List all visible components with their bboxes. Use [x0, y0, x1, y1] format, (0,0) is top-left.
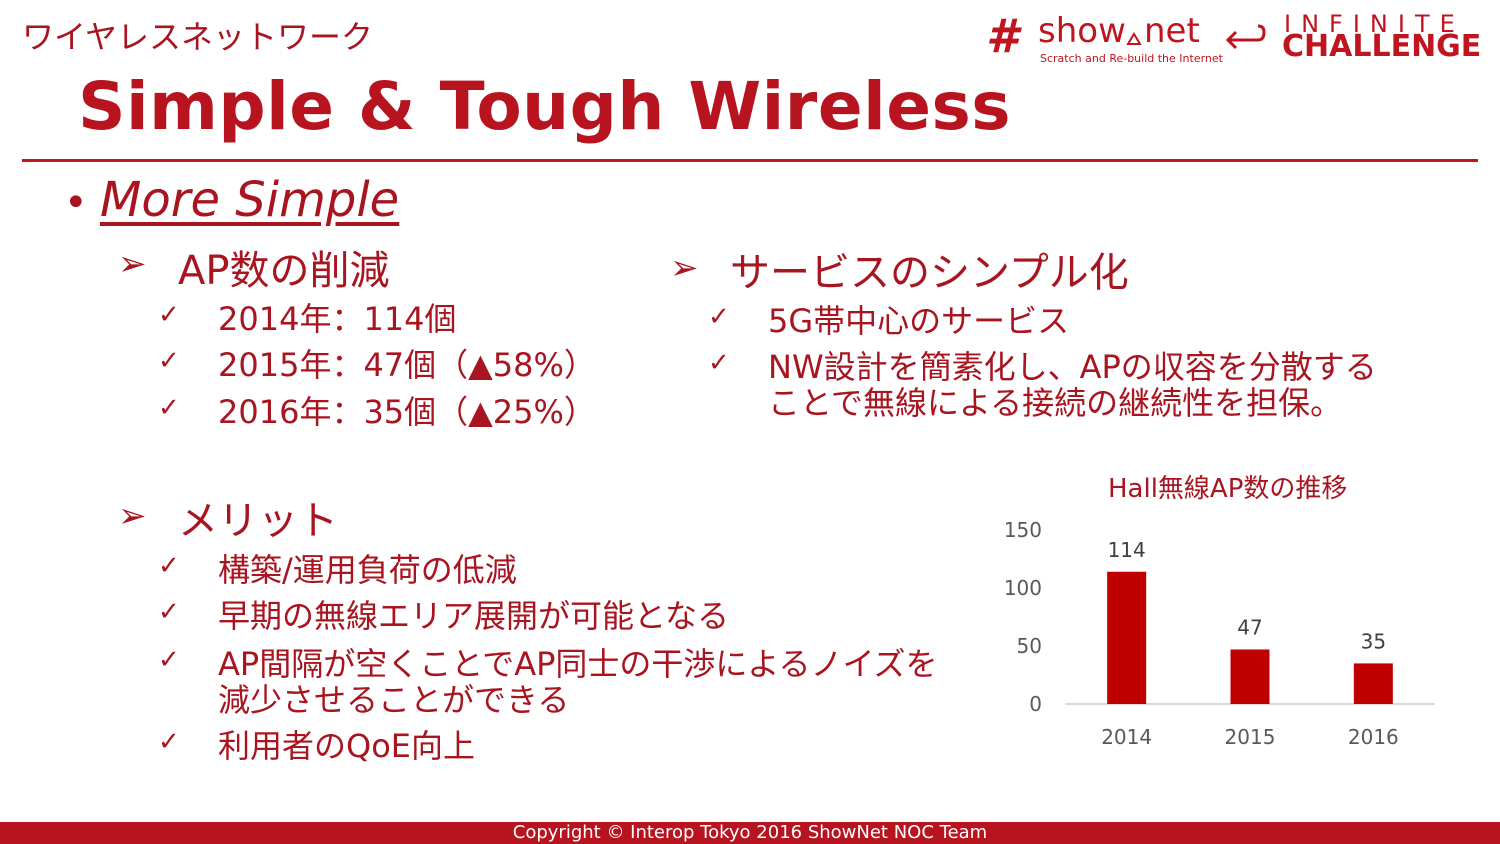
bullet-dot: • [64, 180, 88, 226]
footer-copyright: Copyright © Interop Tokyo 2016 ShowNet N… [512, 822, 988, 843]
merit-item: AP間隔が空くことでAP同士の干渉によるノイズを [218, 645, 938, 683]
bar-2015 [1230, 649, 1270, 704]
check-icon: ✓ [158, 645, 180, 675]
ap-item-2016: 2016年：35個（▲25%） [218, 393, 596, 431]
check-icon: ✓ [158, 393, 180, 423]
y-tick-label: 0 [1029, 692, 1042, 716]
check-icon: ✓ [158, 597, 180, 627]
y-tick-label: 50 [1017, 634, 1042, 658]
logo-brand-right: net [1144, 11, 1200, 51]
return-arrow-icon [1225, 24, 1266, 50]
check-icon: ✓ [708, 348, 730, 378]
y-tick-label: 150 [1004, 518, 1042, 542]
chart-title: Hall無線AP数の推移 [1108, 474, 1348, 504]
arrow-icon: ➢ [118, 496, 147, 536]
data-label-2016: 35 [1361, 629, 1386, 653]
x-tick-label: 2016 [1348, 725, 1399, 749]
x-tick-label: 2014 [1101, 725, 1152, 749]
ap-item-2015: 2015年：47個（▲58%） [218, 346, 596, 384]
arrow-icon: ➢ [670, 248, 699, 288]
merit-heading: メリット [178, 498, 338, 544]
logo-brand-left: show [1038, 11, 1126, 51]
service-item: 5G帯中心のサービス [768, 302, 1070, 340]
service-item: NW設計を簡素化し、APの収容を分散する [768, 348, 1377, 386]
check-icon: ✓ [158, 551, 180, 581]
footer-bar [0, 822, 1500, 844]
data-label-2014: 114 [1108, 538, 1146, 562]
section-label: ワイヤレスネットワーク [22, 18, 374, 56]
service-heading: サービスのシンプル化 [730, 250, 1129, 296]
triangle-icon [1126, 32, 1142, 45]
slide-title: Simple & Tough Wireless [78, 68, 1012, 145]
shownet-logo: # show net Scratch and Re-build the Inte… [986, 9, 1480, 65]
check-icon: ✓ [708, 302, 730, 332]
logo-challenge: CHALLENGE [1282, 29, 1480, 64]
merit-item: 早期の無線エリア展開が可能となる [218, 597, 730, 635]
logo-infinite: INFINITE [1284, 10, 1465, 38]
arrow-icon: ➢ [118, 244, 147, 284]
data-label-2015: 47 [1237, 615, 1262, 639]
x-tick-label: 2015 [1225, 725, 1276, 749]
merit-item-continued: 減少させることができる [218, 681, 570, 719]
bar-chart: 0 50 100 150 114 2014 47 2015 35 2016 [1004, 518, 1435, 749]
bar-2016 [1353, 663, 1393, 704]
ap-reduction-heading: AP数の削減 [178, 248, 390, 294]
bar-2014 [1107, 571, 1147, 704]
check-icon: ✓ [158, 300, 180, 330]
check-icon: ✓ [158, 346, 180, 376]
y-tick-label: 100 [1004, 576, 1042, 600]
merit-item: 構築/運用負荷の低減 [218, 551, 517, 589]
bullet-heading: More Simple [100, 172, 400, 228]
title-divider [22, 159, 1478, 162]
logo-tagline: Scratch and Re-build the Internet [1040, 52, 1224, 65]
check-icon: ✓ [158, 727, 180, 757]
service-item-continued: ことで無線による接続の継続性を担保。 [768, 384, 1343, 422]
ap-item-2014: 2014年：114個 [218, 300, 457, 338]
merit-item: 利用者のQoE向上 [218, 727, 475, 765]
logo-hash: # [986, 9, 1022, 63]
